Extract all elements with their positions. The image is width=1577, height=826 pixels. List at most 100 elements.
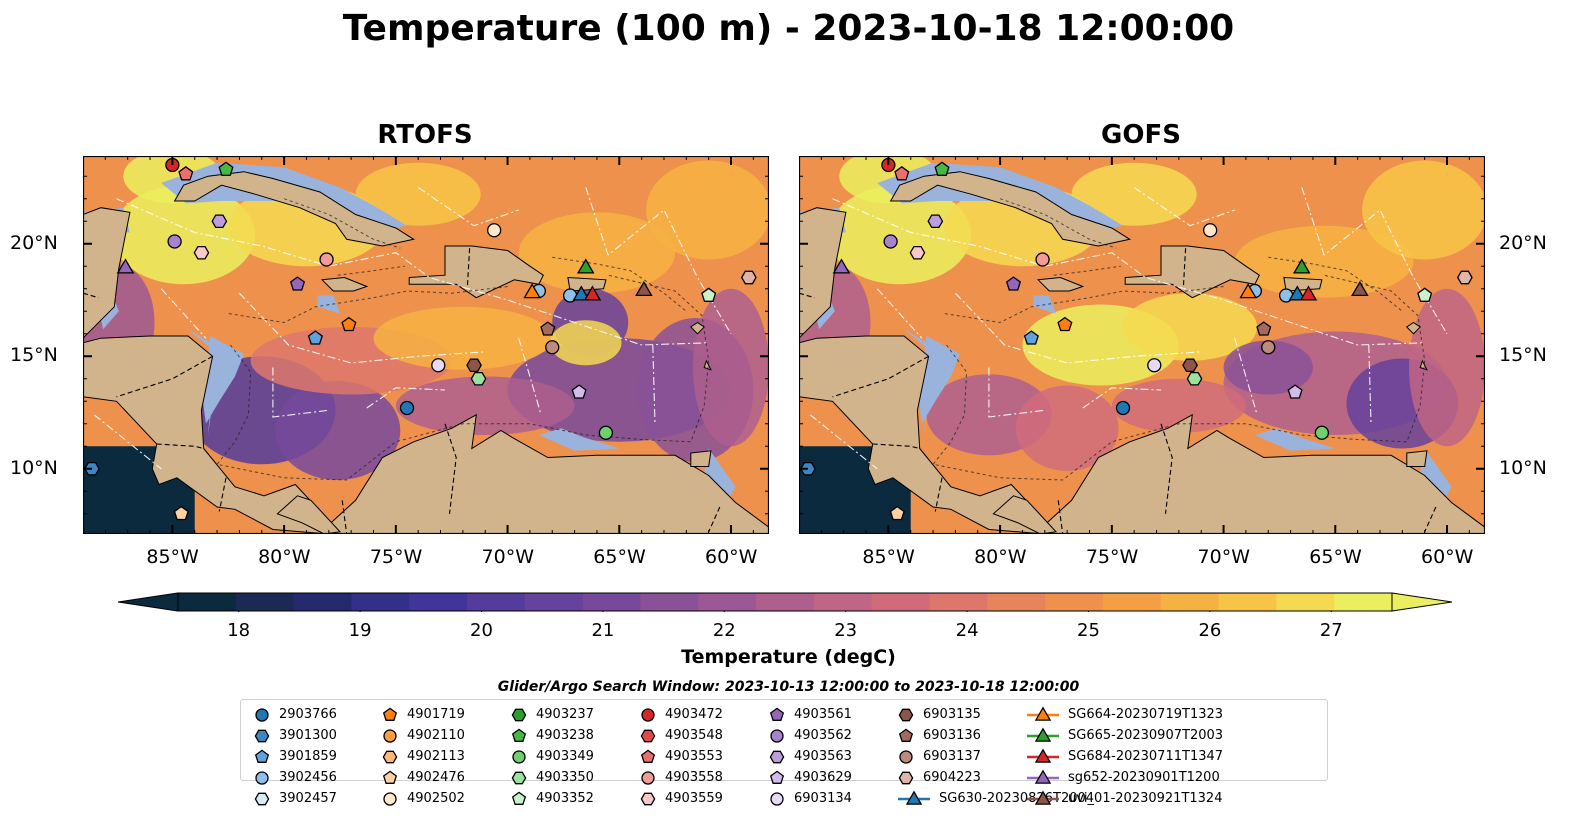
platform-marker[interactable]: [740, 270, 757, 285]
platform-marker[interactable]: [466, 358, 482, 373]
platform-marker[interactable]: [431, 358, 446, 373]
platform-marker[interactable]: [487, 223, 502, 238]
legend-marker[interactable]: [770, 791, 784, 806]
platform-marker[interactable]: [934, 161, 950, 176]
legend-marker[interactable]: [511, 708, 527, 721]
legend-label: 6903137: [923, 749, 981, 764]
rtofs-map[interactable]: [83, 156, 769, 534]
platform-marker[interactable]: [572, 285, 591, 301]
legend-marker[interactable]: [255, 770, 269, 785]
legend-marker[interactable]: [1034, 789, 1052, 805]
legend-marker[interactable]: [1034, 747, 1052, 763]
legend-marker[interactable]: [255, 707, 269, 722]
platform-marker[interactable]: [545, 340, 560, 355]
platform-marker[interactable]: [178, 165, 194, 181]
legend-marker[interactable]: [511, 791, 527, 805]
platform-marker[interactable]: [1292, 258, 1311, 274]
platform-marker[interactable]: [1023, 330, 1039, 345]
legend-marker[interactable]: [382, 707, 398, 721]
platform-marker[interactable]: [701, 287, 717, 302]
legend-marker[interactable]: [898, 708, 914, 721]
legend-marker[interactable]: [899, 749, 913, 764]
y-tick-label: 15°N: [10, 344, 58, 367]
platform-marker[interactable]: [598, 425, 614, 440]
platform-marker[interactable]: [583, 285, 602, 301]
legend-item: 4902476: [381, 767, 465, 788]
platform-marker[interactable]: [1417, 287, 1433, 302]
platform-marker[interactable]: [1314, 425, 1330, 440]
legend-marker[interactable]: [254, 792, 270, 805]
platform-marker[interactable]: [116, 258, 135, 274]
platform-marker[interactable]: [635, 280, 653, 297]
platform-marker[interactable]: [883, 234, 898, 249]
platform-marker[interactable]: [1005, 276, 1022, 291]
platform-marker[interactable]: [1115, 400, 1131, 416]
legend-marker[interactable]: [1034, 768, 1052, 784]
platform-marker[interactable]: [889, 505, 905, 521]
platform-marker[interactable]: [218, 161, 234, 176]
legend-marker[interactable]: [511, 728, 527, 742]
legend-marker[interactable]: [898, 771, 914, 784]
legend-marker[interactable]: [382, 770, 398, 784]
platform-marker[interactable]: [1456, 270, 1473, 285]
gofs-map[interactable]: [799, 156, 1485, 534]
legend-marker[interactable]: [640, 792, 656, 805]
platform-marker[interactable]: [576, 258, 595, 274]
legend-marker[interactable]: [641, 770, 655, 785]
platform-marker[interactable]: [1256, 321, 1272, 336]
legend-item: 3902457: [253, 788, 337, 809]
platform-marker[interactable]: [193, 245, 210, 260]
platform-marker[interactable]: [1147, 358, 1162, 373]
legend-item: 4903562: [768, 725, 852, 746]
legend-marker-icon: [255, 770, 269, 785]
platform-marker[interactable]: [1351, 280, 1369, 297]
legend-item: 4903629: [768, 767, 852, 788]
platform-marker[interactable]: [571, 384, 587, 399]
platform-marker[interactable]: [341, 316, 357, 332]
legend-item: 3901300: [253, 725, 337, 746]
legend-marker[interactable]: [769, 750, 785, 763]
platform-marker[interactable]: [470, 371, 487, 386]
legend-marker[interactable]: [254, 749, 270, 763]
legend-marker[interactable]: [1034, 705, 1052, 721]
platform-marker[interactable]: [1239, 283, 1257, 299]
platform-marker[interactable]: [927, 214, 944, 229]
platform-marker[interactable]: [832, 258, 851, 274]
platform-marker[interactable]: [319, 252, 334, 267]
legend-label: 4903472: [665, 707, 723, 722]
platform-marker[interactable]: [211, 214, 228, 229]
platform-marker[interactable]: [399, 400, 415, 416]
platform-marker[interactable]: [307, 330, 323, 345]
platform-marker[interactable]: [523, 283, 541, 299]
legend-marker[interactable]: [640, 729, 656, 742]
platform-marker[interactable]: [1261, 340, 1276, 355]
platform-marker[interactable]: [1035, 252, 1050, 267]
platform-marker[interactable]: [173, 505, 189, 521]
legend-marker[interactable]: [640, 749, 656, 763]
legend-marker[interactable]: [512, 749, 526, 764]
platform-marker[interactable]: [1203, 223, 1218, 238]
platform-marker[interactable]: [1287, 384, 1303, 399]
platform-marker[interactable]: [1288, 285, 1307, 301]
platform-marker[interactable]: [1182, 358, 1198, 373]
platform-marker[interactable]: [1299, 285, 1318, 301]
legend-marker[interactable]: [383, 728, 397, 743]
legend-marker[interactable]: [769, 707, 785, 721]
legend-marker[interactable]: [770, 728, 784, 743]
platform-marker[interactable]: [1186, 371, 1203, 386]
legend-marker[interactable]: [382, 750, 398, 763]
legend-marker[interactable]: [383, 791, 397, 806]
platform-marker[interactable]: [289, 276, 306, 291]
legend-marker[interactable]: [905, 789, 923, 805]
platform-marker[interactable]: [894, 165, 910, 181]
legend-marker[interactable]: [769, 770, 785, 784]
platform-marker[interactable]: [909, 245, 926, 260]
platform-marker[interactable]: [540, 321, 556, 336]
legend-marker[interactable]: [641, 707, 655, 722]
platform-marker[interactable]: [1057, 316, 1073, 332]
legend-marker[interactable]: [511, 771, 527, 784]
legend-marker[interactable]: [254, 729, 270, 742]
legend-marker[interactable]: [1034, 726, 1052, 742]
legend-marker[interactable]: [898, 728, 914, 742]
platform-marker[interactable]: [167, 234, 182, 249]
